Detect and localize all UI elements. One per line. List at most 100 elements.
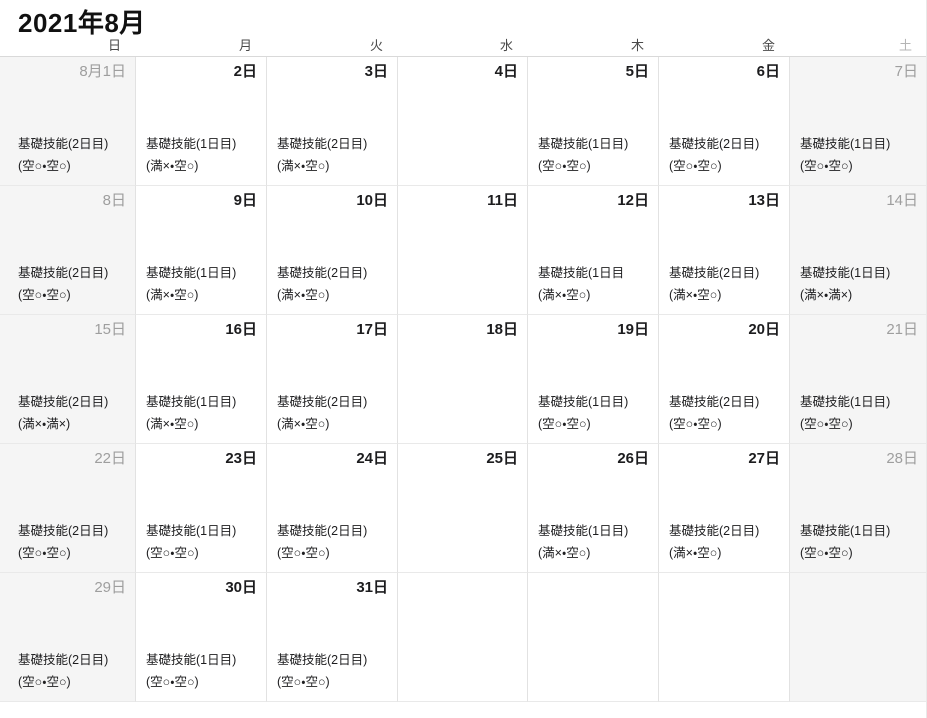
day-cell[interactable]: 27日 基礎技能(2日目) (満×・空○) xyxy=(659,444,790,573)
event-title: 基礎技能(1日目) xyxy=(800,137,891,151)
event-entry[interactable]: 基礎技能(1日目 (満×・空○) xyxy=(538,266,649,303)
event-entry[interactable]: 基礎技能(2日目) (満×・空○) xyxy=(277,137,388,174)
day-date-label xyxy=(800,579,918,596)
event-entry[interactable]: 基礎技能(2日目) (空○・空○) xyxy=(18,653,126,690)
day-cell[interactable]: 26日 基礎技能(1日目) (満×・空○) xyxy=(528,444,659,573)
day-events: 基礎技能(2日目) (空○・空○) xyxy=(277,524,388,561)
day-cell[interactable]: 3日 基礎技能(2日目) (満×・空○) xyxy=(267,57,398,186)
day-cell[interactable]: 7日 基礎技能(1日目) (空○・空○) xyxy=(790,57,926,186)
day-date-label: 30日 xyxy=(225,579,257,596)
day-cell[interactable]: 31日 基礎技能(2日目) (空○・空○) xyxy=(267,573,398,702)
day-cell[interactable]: 9日 基礎技能(1日目) (満×・空○) xyxy=(136,186,267,315)
day-date-label: 17日 xyxy=(356,321,388,338)
day-date-label: 20日 xyxy=(748,321,780,338)
event-title: 基礎技能(1日目) xyxy=(146,266,237,280)
day-cell[interactable]: 29日 基礎技能(2日目) (空○・空○) xyxy=(0,573,136,702)
event-title: 基礎技能(1日目) xyxy=(800,395,891,409)
event-entry[interactable]: 基礎技能(2日目) (空○・空○) xyxy=(18,266,126,303)
day-events: 基礎技能(2日目) (満×・空○) xyxy=(277,137,388,174)
event-entry[interactable]: 基礎技能(2日目) (満×・空○) xyxy=(669,266,780,303)
day-events: 基礎技能(1日目) (空○・空○) xyxy=(800,395,918,432)
day-cell[interactable]: 15日 基礎技能(2日目) (満×・満×) xyxy=(0,315,136,444)
weekday-label: 水 xyxy=(499,38,513,53)
day-cell[interactable]: 20日 基礎技能(2日目) (空○・空○) xyxy=(659,315,790,444)
day-cell[interactable] xyxy=(528,573,659,702)
day-cell[interactable]: 8日 基礎技能(2日目) (空○・空○) xyxy=(0,186,136,315)
event-entry[interactable]: 基礎技能(1日目) (空○・空○) xyxy=(146,524,257,561)
event-entry[interactable]: 基礎技能(2日目) (満×・空○) xyxy=(669,524,780,561)
event-entry[interactable]: 基礎技能(1日目) (空○・空○) xyxy=(800,524,918,561)
day-cell[interactable] xyxy=(790,573,926,702)
event-title: 基礎技能(2日目) xyxy=(18,266,109,280)
day-events: 基礎技能(1日目) (空○・空○) xyxy=(146,524,257,561)
day-cell[interactable]: 18日 xyxy=(398,315,528,444)
event-entry[interactable]: 基礎技能(1日目) (空○・空○) xyxy=(538,137,649,174)
day-cell[interactable]: 30日 基礎技能(1日目) (空○・空○) xyxy=(136,573,267,702)
day-cell[interactable]: 10日 基礎技能(2日目) (満×・空○) xyxy=(267,186,398,315)
event-title: 基礎技能(1日目) xyxy=(800,266,891,280)
event-entry[interactable]: 基礎技能(1日目) (満×・空○) xyxy=(146,266,257,303)
event-entry[interactable]: 基礎技能(1日目) (満×・満×) xyxy=(800,266,918,303)
day-cell[interactable]: 14日 基礎技能(1日目) (満×・満×) xyxy=(790,186,926,315)
day-cell[interactable]: 28日 基礎技能(1日目) (空○・空○) xyxy=(790,444,926,573)
event-entry[interactable]: 基礎技能(1日目) (満×・空○) xyxy=(146,137,257,174)
event-entry[interactable]: 基礎技能(2日目) (空○・空○) xyxy=(277,524,388,561)
event-availability: (満×・空○) xyxy=(277,288,330,302)
event-entry[interactable]: 基礎技能(1日目) (空○・空○) xyxy=(800,137,918,174)
event-entry[interactable]: 基礎技能(2日目) (空○・空○) xyxy=(18,137,126,174)
day-date-label: 9日 xyxy=(233,192,257,209)
event-entry[interactable]: 基礎技能(1日目) (空○・空○) xyxy=(146,653,257,690)
event-title: 基礎技能(2日目) xyxy=(669,395,760,409)
event-entry[interactable]: 基礎技能(2日目) (満×・空○) xyxy=(277,395,388,432)
day-cell[interactable]: 23日 基礎技能(1日目) (空○・空○) xyxy=(136,444,267,573)
event-availability: (空○・空○) xyxy=(146,675,199,689)
day-date-label: 23日 xyxy=(225,450,257,467)
day-date-label: 12日 xyxy=(617,192,649,209)
day-date-label xyxy=(538,579,649,596)
event-entry[interactable]: 基礎技能(1日目) (満×・空○) xyxy=(146,395,257,432)
day-cell[interactable]: 5日 基礎技能(1日目) (空○・空○) xyxy=(528,57,659,186)
day-events: 基礎技能(2日目) (空○・空○) xyxy=(277,653,388,690)
day-date-label: 29日 xyxy=(94,579,126,596)
day-cell[interactable]: 16日 基礎技能(1日目) (満×・空○) xyxy=(136,315,267,444)
event-availability: (空○・空○) xyxy=(18,675,71,689)
event-title: 基礎技能(1日目) xyxy=(538,395,629,409)
event-entry[interactable]: 基礎技能(2日目) (空○・空○) xyxy=(277,653,388,690)
day-date-label: 8日 xyxy=(102,192,126,209)
weekday-header-row: 日月火水木金土 xyxy=(0,36,926,57)
day-cell[interactable]: 2日 基礎技能(1日目) (満×・空○) xyxy=(136,57,267,186)
day-cell[interactable]: 17日 基礎技能(2日目) (満×・空○) xyxy=(267,315,398,444)
event-entry[interactable]: 基礎技能(2日目) (空○・空○) xyxy=(669,137,780,174)
day-events: 基礎技能(1日目) (空○・空○) xyxy=(146,653,257,690)
calendar-grid: 8月1日 基礎技能(2日目) (空○・空○) 2日 基礎技能(1日目) (満×・… xyxy=(0,57,926,702)
event-entry[interactable]: 基礎技能(2日目) (満×・満×) xyxy=(18,395,126,432)
event-entry[interactable]: 基礎技能(1日目) (空○・空○) xyxy=(800,395,918,432)
weekday-label: 火 xyxy=(369,38,383,53)
day-events: 基礎技能(2日目) (満×・空○) xyxy=(669,524,780,561)
day-cell[interactable]: 22日 基礎技能(2日目) (空○・空○) xyxy=(0,444,136,573)
day-cell[interactable]: 11日 xyxy=(398,186,528,315)
day-cell[interactable] xyxy=(659,573,790,702)
day-cell[interactable]: 25日 xyxy=(398,444,528,573)
day-date-label xyxy=(669,579,780,596)
event-entry[interactable]: 基礎技能(1日目) (空○・空○) xyxy=(538,395,649,432)
day-cell[interactable]: 13日 基礎技能(2日目) (満×・空○) xyxy=(659,186,790,315)
day-cell[interactable]: 6日 基礎技能(2日目) (空○・空○) xyxy=(659,57,790,186)
day-date-label: 27日 xyxy=(748,450,780,467)
event-entry[interactable]: 基礎技能(2日目) (満×・空○) xyxy=(277,266,388,303)
event-title: 基礎技能(1日目) xyxy=(146,524,237,538)
day-date-label: 31日 xyxy=(356,579,388,596)
day-cell[interactable]: 19日 基礎技能(1日目) (空○・空○) xyxy=(528,315,659,444)
day-cell[interactable]: 8月1日 基礎技能(2日目) (空○・空○) xyxy=(0,57,136,186)
day-cell[interactable] xyxy=(398,573,528,702)
event-availability: (空○・空○) xyxy=(669,159,722,173)
day-cell[interactable]: 21日 基礎技能(1日目) (空○・空○) xyxy=(790,315,926,444)
event-entry[interactable]: 基礎技能(2日目) (空○・空○) xyxy=(18,524,126,561)
event-entry[interactable]: 基礎技能(2日目) (空○・空○) xyxy=(669,395,780,432)
day-date-label: 14日 xyxy=(886,192,918,209)
event-entry[interactable]: 基礎技能(1日目) (満×・空○) xyxy=(538,524,649,561)
day-cell[interactable]: 4日 xyxy=(398,57,528,186)
day-cell[interactable]: 12日 基礎技能(1日目 (満×・空○) xyxy=(528,186,659,315)
day-cell[interactable]: 24日 基礎技能(2日目) (空○・空○) xyxy=(267,444,398,573)
